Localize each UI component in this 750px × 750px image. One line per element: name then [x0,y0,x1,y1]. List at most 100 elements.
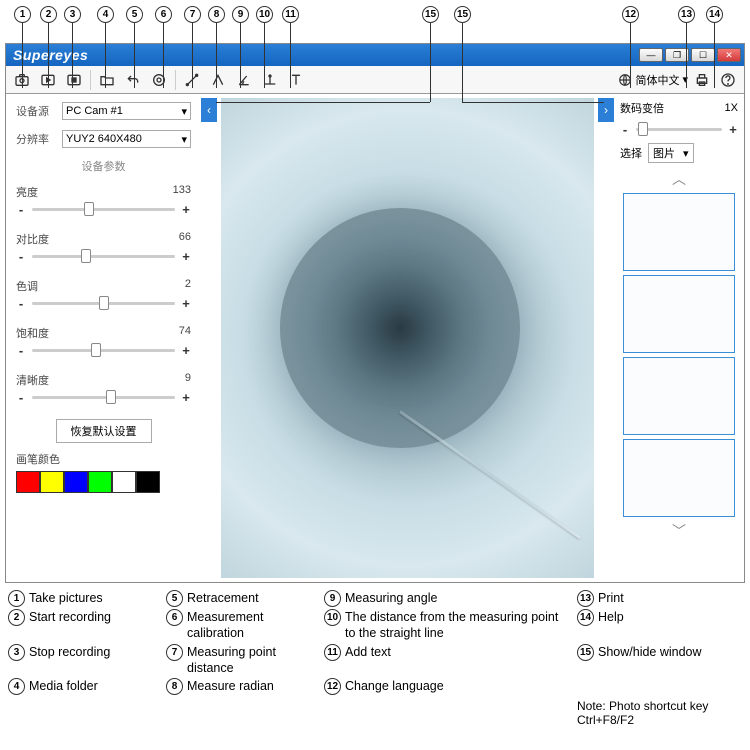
legend-note: Note: Photo shortcut key Ctrl+F8/F2 [577,699,747,727]
legend-text: Change language [345,678,444,694]
color-swatch[interactable] [16,471,40,493]
legend-text: Measurement calibration [187,609,316,642]
color-swatch[interactable] [88,471,112,493]
slider-plus[interactable]: + [181,249,191,264]
language-selector[interactable]: 简体中文 ▾ [618,72,688,88]
callout-10: 10 [256,6,273,23]
slider-value: 2 [185,278,191,294]
slider-plus[interactable]: + [181,296,191,311]
calibrate-icon[interactable] [147,69,171,91]
legend-text: Take pictures [29,590,103,606]
legend-text: Stop recording [29,644,110,660]
slider-plus[interactable]: + [181,202,191,217]
language-label: 简体中文 [635,72,679,88]
help-icon[interactable] [716,69,740,91]
angle-icon[interactable] [232,69,256,91]
perp-dist-icon[interactable] [258,69,282,91]
callout-15: 15 [454,6,471,23]
legend-num: 13 [577,590,594,607]
collapse-left-button[interactable]: ‹ [201,98,217,122]
callout-3: 3 [64,6,81,23]
legend-num: 7 [166,644,183,661]
color-swatch[interactable] [64,471,88,493]
slider-minus[interactable]: - [16,343,26,358]
callout-14: 14 [706,6,723,23]
callout-7: 7 [184,6,201,23]
zoom-plus[interactable]: + [728,122,738,137]
brush-color-label: 画笔颜色 [16,451,191,467]
thumbnail-slot[interactable] [623,193,735,271]
thumb-down-button[interactable]: ﹀ [620,521,738,541]
thumbnail-slot[interactable] [623,275,735,353]
print-icon[interactable] [690,69,714,91]
legend-text: Print [598,590,624,606]
legend-num: 8 [166,678,183,695]
slider-label: 饱和度 [16,325,49,341]
resolution-select[interactable]: YUY2 640X480▾ [62,130,191,148]
legend-text: Help [598,609,624,625]
slider-plus[interactable]: + [181,343,191,358]
zoom-minus[interactable]: - [620,122,630,137]
legend-num: 12 [324,678,341,695]
legend-num: 3 [8,644,25,661]
thumbnail-slot[interactable] [623,357,735,435]
callout-15: 15 [422,6,439,23]
callout-1: 1 [14,6,31,23]
thumbnail-slot[interactable] [623,439,735,517]
stop-rec-icon[interactable] [62,69,86,91]
slider-value: 133 [173,184,191,200]
text-icon[interactable] [284,69,308,91]
toolbar: 简体中文 ▾ [6,66,744,94]
slider-track[interactable] [32,302,175,305]
thumb-up-button[interactable]: ︿ [620,169,738,189]
slider-label: 对比度 [16,231,49,247]
slider-track[interactable] [32,208,175,211]
device-label: 设备源 [16,103,56,119]
slider-minus[interactable]: - [16,202,26,217]
slider-value: 9 [185,372,191,388]
slider-track[interactable] [32,255,175,258]
resolution-label: 分辨率 [16,131,56,147]
left-panel: 设备源 PC Cam #1▾ 分辨率 YUY2 640X480▾ 设备参数 亮度… [6,94,201,582]
slider-track[interactable] [32,396,175,399]
callout-4: 4 [97,6,114,23]
app-window: Supereyes — ❐ ☐ ✕ 简体中文 ▾ [5,43,745,583]
slider-track[interactable] [32,349,175,352]
legend-num: 10 [324,609,341,626]
legend-text: Add text [345,644,391,660]
legend-text: Measuring angle [345,590,437,606]
legend-num: 11 [324,644,341,661]
slider-minus[interactable]: - [16,390,26,405]
callout-12: 12 [622,6,639,23]
media-type-select[interactable]: 图片▾ [648,143,694,163]
legend-text: Media folder [29,678,98,694]
color-swatch[interactable] [40,471,64,493]
slider-minus[interactable]: - [16,296,26,311]
slider-label: 清晰度 [16,372,49,388]
zoom-slider[interactable] [636,128,722,131]
folder-icon[interactable] [95,69,119,91]
legend-text: Measure radian [187,678,274,694]
legend-text: Retracement [187,590,259,606]
callout-5: 5 [126,6,143,23]
params-header: 设备参数 [16,158,191,174]
reset-button[interactable]: 恢复默认设置 [56,419,152,443]
radian-icon[interactable] [206,69,230,91]
callout-9: 9 [232,6,249,23]
select-label: 选择 [620,145,642,161]
legend-num: 9 [324,590,341,607]
legend-text: Measuring point distance [187,644,316,677]
slider-label: 亮度 [16,184,38,200]
undo-icon[interactable] [121,69,145,91]
slider-minus[interactable]: - [16,249,26,264]
legend-num: 6 [166,609,183,626]
zoom-label: 数码变倍 [620,100,664,116]
legend-text: The distance from the measuring point to… [345,609,569,642]
slider-plus[interactable]: + [181,390,191,405]
slider-value: 66 [179,231,191,247]
color-swatch[interactable] [136,471,160,493]
legend-num: 14 [577,609,594,626]
color-swatch[interactable] [112,471,136,493]
right-panel: 数码变倍 1X - + 选择 图片▾ ︿ ﹀ [614,94,744,582]
device-select[interactable]: PC Cam #1▾ [62,102,191,120]
